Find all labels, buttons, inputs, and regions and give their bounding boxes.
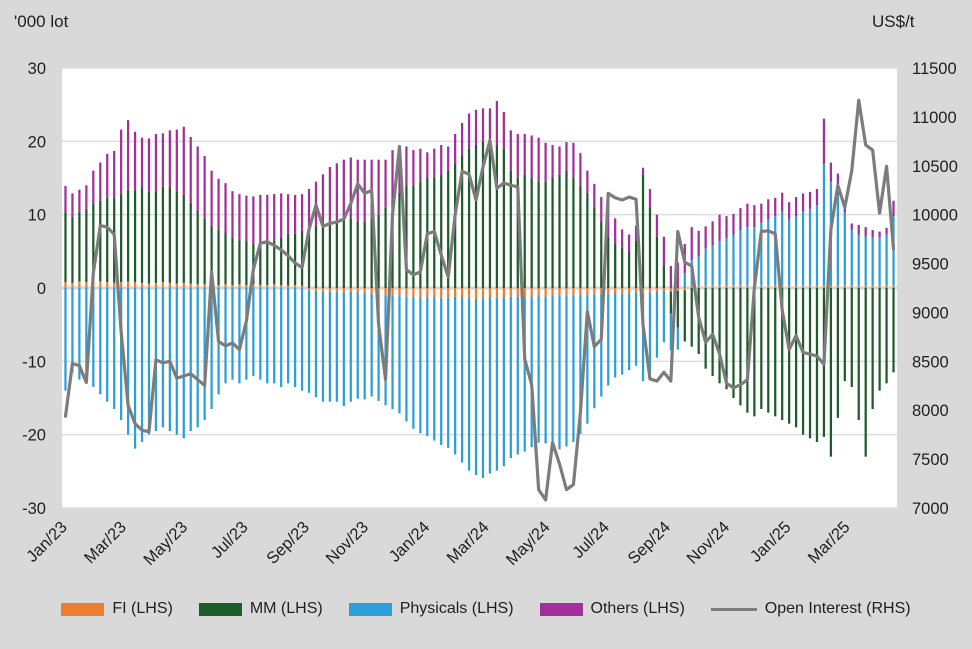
svg-text:Mar/25: Mar/25	[805, 518, 854, 567]
svg-text:Sep/24: Sep/24	[624, 518, 674, 568]
svg-text:Mar/24: Mar/24	[443, 518, 492, 567]
svg-text:9500: 9500	[912, 256, 949, 274]
svg-text:Jan/23: Jan/23	[23, 518, 71, 566]
svg-text:-20: -20	[22, 427, 46, 445]
left-axis-title: '000 lot	[14, 12, 69, 31]
legend-label-physicals: Physicals (LHS)	[399, 600, 514, 617]
physicals-swatch-icon	[348, 602, 392, 616]
legend-item-physicals: Physicals (LHS)	[348, 600, 514, 618]
svg-text:Jan/25: Jan/25	[747, 518, 795, 566]
svg-text:11500: 11500	[912, 60, 957, 78]
open-interest-line-icon	[710, 607, 757, 611]
legend-label-fi: FI (LHS)	[112, 600, 173, 617]
legend-item-others: Others (LHS)	[539, 600, 685, 618]
svg-text:May/24: May/24	[503, 518, 554, 569]
right-axis-title: US$/t	[872, 12, 915, 31]
legend-item-open-interest: Open Interest (RHS)	[710, 600, 911, 618]
svg-text:Nov/23: Nov/23	[322, 518, 372, 568]
svg-text:10500: 10500	[912, 158, 958, 176]
svg-text:Mar/23: Mar/23	[81, 518, 130, 567]
svg-text:Jan/24: Jan/24	[386, 518, 434, 566]
svg-text:8000: 8000	[912, 402, 949, 420]
legend-label-open-interest: Open Interest (RHS)	[764, 600, 911, 617]
svg-text:May/23: May/23	[140, 518, 191, 569]
svg-text:-10: -10	[22, 353, 46, 371]
legend: FI (LHS) MM (LHS) Physicals (LHS) Others…	[0, 600, 972, 618]
fi-swatch-icon	[61, 602, 105, 616]
svg-text:7500: 7500	[912, 451, 949, 469]
svg-text:7000: 7000	[912, 500, 949, 518]
chart-svg: 30 20 10 0 -10 -20 -30 11500 11000 10500 10000 9500…	[22, 60, 958, 569]
svg-text:10: 10	[28, 207, 46, 225]
legend-item-mm: MM (LHS)	[198, 600, 323, 618]
legend-label-others: Others (LHS)	[590, 600, 685, 617]
svg-text:Jul/23: Jul/23	[208, 518, 252, 562]
svg-text:8500: 8500	[912, 353, 949, 371]
others-swatch-icon	[539, 602, 583, 616]
svg-text:20: 20	[28, 133, 46, 151]
svg-text:9000: 9000	[912, 304, 949, 322]
svg-text:Nov/24: Nov/24	[684, 518, 734, 568]
svg-text:30: 30	[28, 60, 46, 78]
svg-text:0: 0	[37, 280, 46, 298]
legend-item-fi: FI (LHS)	[61, 600, 173, 618]
svg-text:Jul/24: Jul/24	[569, 518, 613, 562]
legend-label-mm: MM (LHS)	[249, 600, 323, 617]
svg-text:Sep/23: Sep/23	[263, 518, 313, 568]
mm-swatch-icon	[198, 602, 242, 616]
svg-text:11000: 11000	[912, 109, 957, 127]
svg-text:10000: 10000	[912, 207, 958, 225]
svg-text:-30: -30	[22, 500, 46, 518]
